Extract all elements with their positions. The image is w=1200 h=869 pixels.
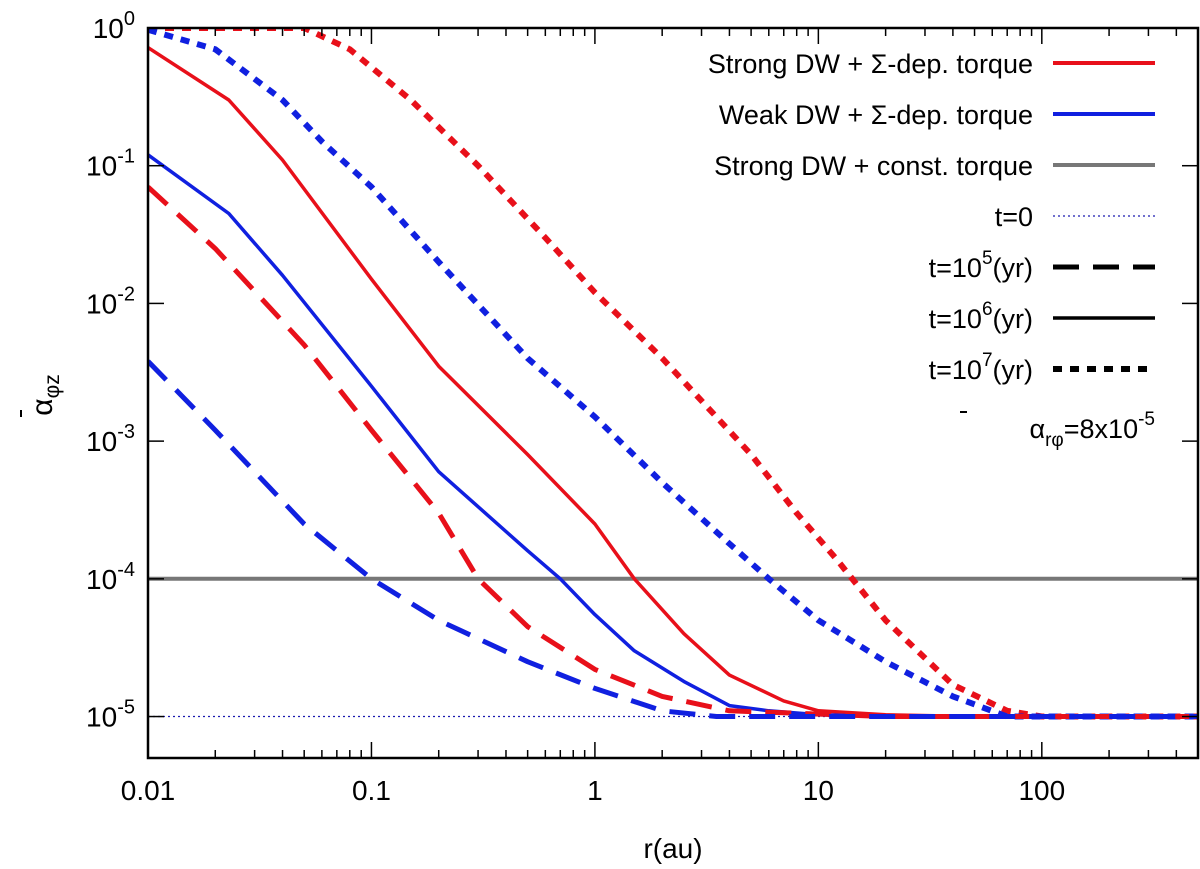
legend-label: Strong DW + const. torque (714, 151, 1033, 181)
y-tick-labels: 100 10-1 10-2 10-3 10-4 10-5 (86, 8, 135, 733)
x-tick-label: 0.01 (121, 775, 176, 806)
series-line-weak-1e6 (148, 153, 1198, 719)
y-tick-label: 10-5 (86, 697, 135, 733)
x-tick-labels: 0.01 0.1 1 10 100 (121, 775, 1065, 806)
legend: Strong DW + Σ-dep. torque Weak DW + Σ-dep… (708, 49, 1155, 451)
y-tick-label: 10-3 (86, 421, 135, 457)
y-tick-label: 100 (93, 8, 135, 44)
x-tick-label: 100 (1018, 775, 1065, 806)
plot-frame (146, 26, 1200, 760)
y-axis-label-text: αφz (26, 374, 64, 415)
x-tick-label: 0.1 (352, 775, 391, 806)
axis-ticks (147, 27, 1199, 758)
x-tick-label: 1 (587, 775, 603, 806)
legend-label: t=106(yr) (929, 299, 1033, 334)
legend-label: Strong DW + Σ-dep. torque (708, 49, 1033, 79)
x-tick-label: 10 (803, 775, 834, 806)
series-line-weak-1e7 (148, 28, 1198, 720)
series-line-weak-1e5 (148, 359, 1198, 719)
legend-label: t=107(yr) (929, 350, 1033, 385)
legend-label: t=0 (995, 202, 1033, 232)
y-tick-label: 10-1 (86, 146, 135, 182)
legend-label: Weak DW + Σ-dep. torque (719, 100, 1033, 130)
alpha-r-phi-note: αrφ=8x10-5 (1030, 409, 1156, 451)
y-tick-label: 10-2 (86, 283, 135, 319)
x-axis-label: r(au) (643, 833, 702, 864)
y-axis-label: αφz (20, 374, 64, 417)
series-layer (148, 28, 1198, 720)
series-line-strong-1e5 (148, 185, 1198, 719)
series-line-strong-1e7 (148, 28, 1198, 720)
series-line-strong-1e6 (148, 46, 1198, 719)
y-tick-label: 10-4 (86, 559, 135, 595)
legend-label: t=105(yr) (929, 248, 1033, 283)
